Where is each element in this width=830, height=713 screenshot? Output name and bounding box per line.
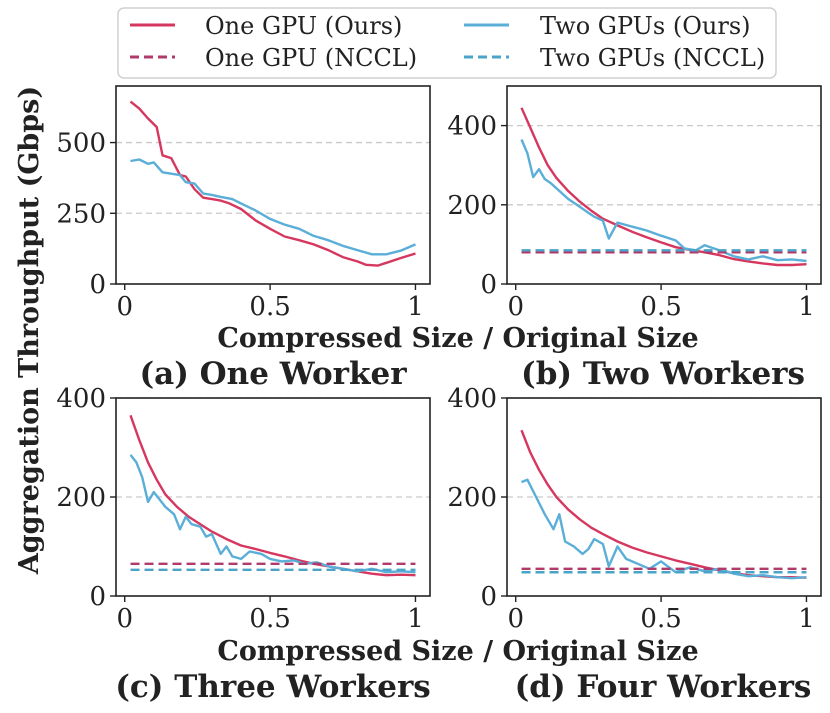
legend: One GPU (Ours) Two GPUs (Ours) One GPU (… (117, 7, 777, 79)
ytick-label-c-1: 200 (56, 483, 106, 513)
ytick-label-b-1: 200 (447, 191, 497, 221)
ytick-label-d-0: 0 (480, 582, 497, 612)
xtick-label-d-2: 1 (798, 604, 815, 634)
series-one-gpu-ours-b (520, 107, 807, 267)
ytick-label-a-1: 250 (56, 199, 106, 229)
xtick-label-b-2: 1 (798, 292, 815, 322)
subplot-a-one-worker: 0 250 500 0 0.5 1 (56, 85, 431, 322)
series-two-gpus-ours-c (129, 454, 416, 574)
series-one-gpu-ours-d (520, 429, 807, 579)
series-two-gpus-ours-d (521, 478, 807, 580)
series-two-gpus-ours-a (130, 158, 416, 256)
legend-label-two-gpus-ours: Two GPUs (Ours) (540, 12, 751, 40)
subplot-c-three-workers: 0 200 400 0 0.5 1 (56, 384, 431, 634)
ytick-label-d-2: 400 (447, 384, 497, 414)
xtick-label-b-1: 0.5 (640, 292, 681, 322)
axes-frame-a (115, 85, 431, 285)
xtick-label-b-0: 0 (507, 292, 524, 322)
xtick-label-a-2: 1 (407, 292, 424, 322)
xtick-label-a-1: 0.5 (249, 292, 290, 322)
plot-area-a (129, 100, 416, 267)
subplot-d-four-workers: 0 200 400 0 0.5 1 (447, 384, 822, 634)
subplot-title-b: (b) Two Workers (521, 356, 805, 392)
ytick-label-a-0: 0 (89, 270, 106, 300)
xtick-label-c-2: 1 (407, 604, 424, 634)
ytick-label-b-2: 400 (447, 112, 497, 142)
legend-label-two-gpus-nccl: Two GPUs (NCCL) (540, 44, 765, 72)
axes-frame-d (506, 397, 822, 597)
subplot-title-c: (c) Three Workers (115, 669, 430, 705)
series-one-gpu-ours-a (129, 100, 416, 267)
legend-label-one-gpu-nccl: One GPU (NCCL) (205, 44, 417, 72)
xtick-label-a-0: 0 (116, 292, 133, 322)
x-axis-label-bottom: Compressed Size / Original Size (217, 636, 698, 667)
ytick-label-a-2: 500 (56, 129, 106, 159)
legend-frame (117, 7, 777, 79)
ytick-label-d-1: 200 (447, 483, 497, 513)
plot-area-b (520, 107, 807, 267)
plot-area-d (520, 429, 807, 580)
subplot-title-a: (a) One Worker (139, 356, 407, 392)
series-one-gpu-ours-c (129, 414, 416, 577)
plot-area-c (129, 414, 416, 577)
subplot-b-two-workers: 0 200 400 0 0.5 1 (447, 85, 822, 322)
y-axis-label: Aggregation Throughput (Gbps) (14, 86, 45, 575)
xtick-label-d-1: 0.5 (640, 604, 681, 634)
ytick-label-b-0: 0 (480, 270, 497, 300)
legend-label-one-gpu-ours: One GPU (Ours) (205, 12, 402, 40)
series-two-gpus-ours-b (520, 139, 807, 263)
axes-frame-b (506, 85, 822, 285)
subplot-title-d: (d) Four Workers (515, 669, 812, 705)
ytick-label-c-0: 0 (89, 582, 106, 612)
xtick-label-c-0: 0 (116, 604, 133, 634)
xtick-label-c-1: 0.5 (249, 604, 290, 634)
xtick-label-d-0: 0 (507, 604, 524, 634)
x-axis-label-top: Compressed Size / Original Size (217, 323, 698, 354)
ytick-label-c-2: 400 (56, 384, 106, 414)
axes-frame-c (115, 397, 431, 597)
